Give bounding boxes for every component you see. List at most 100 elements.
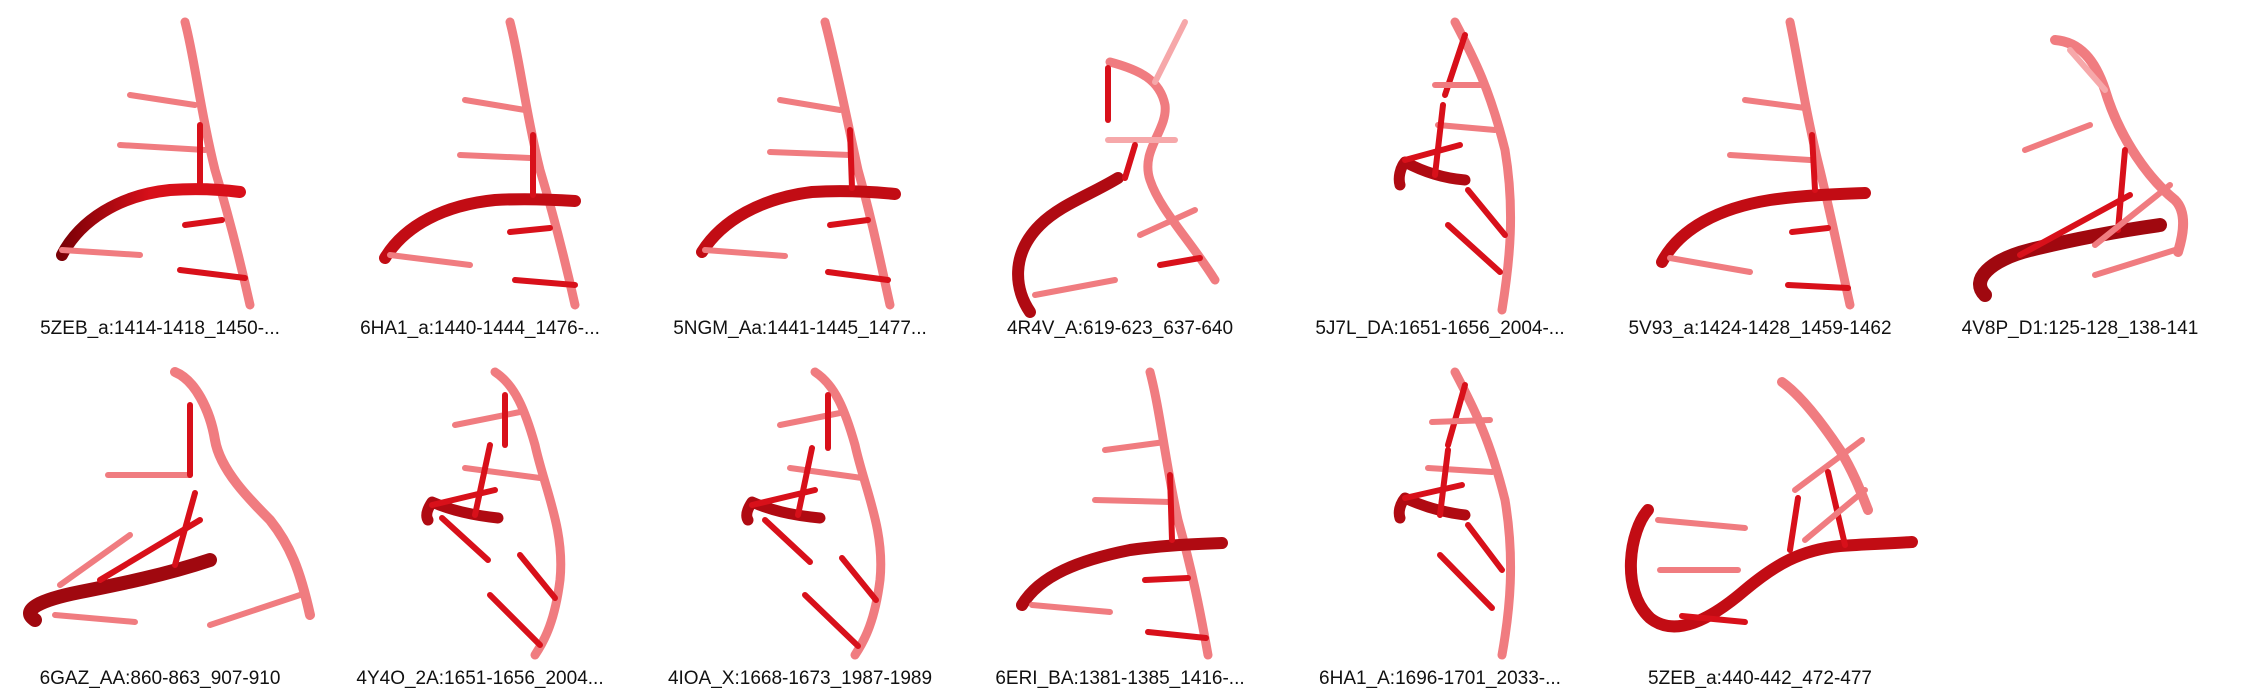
- backbone-strand-light: [820, 17, 895, 310]
- base-pair-stick: [1437, 552, 1495, 611]
- base-pair-stick: [1152, 19, 1188, 85]
- base-pair-stick: [487, 592, 543, 648]
- structure-caption: 5ZEB_a:440-442_472-477: [1648, 668, 1872, 689]
- rna-structure-image: [1393, 17, 1516, 315]
- base-pair-stick: [777, 409, 848, 428]
- base-pair-stick: [1785, 282, 1851, 291]
- base-pair-stick: [762, 517, 813, 565]
- base-pair-stick: [1789, 225, 1831, 235]
- backbone-strand-dark: [1656, 187, 1871, 268]
- backbone-strand-dark: [1016, 537, 1228, 611]
- base-pair-stick: [439, 515, 491, 563]
- rna-structure-image: [421, 367, 566, 660]
- structure-caption: 4IOA_X:1668-1673_1987-1989: [667, 668, 933, 689]
- base-pair-stick: [507, 225, 553, 235]
- base-pair-stick: [1679, 613, 1748, 625]
- base-pair-stick: [207, 592, 303, 628]
- base-pair-stick: [127, 92, 198, 108]
- structure-caption: 6GAZ_AA:860-863_907-910: [39, 668, 281, 689]
- rna-structure-image: [1012, 19, 1220, 318]
- base-pair-stick: [1445, 222, 1503, 275]
- backbone-strand-light: [2050, 35, 2189, 257]
- structure-panel: 6ERI_BA:1381-1385_1416-...: [960, 350, 1280, 700]
- base-pair-stick: [2067, 47, 2108, 93]
- base-pair-stick: [1667, 255, 1753, 275]
- base-pair-stick: [452, 409, 523, 428]
- base-pair-stick: [827, 217, 871, 228]
- base-pair-stick: [1402, 482, 1465, 501]
- base-pair-stick: [1825, 469, 1848, 548]
- base-pair-stick: [1465, 187, 1508, 238]
- structure-panel: 5ZEB_a:440-442_472-477: [1600, 350, 1920, 700]
- base-pair-stick: [2092, 182, 2173, 248]
- base-pair-stick: [57, 532, 133, 588]
- base-pair-stick: [462, 97, 528, 113]
- backbone-strand-dark: [696, 185, 901, 258]
- base-pair-stick: [1167, 472, 1175, 543]
- base-pair-stick: [1142, 575, 1191, 583]
- base-pair-stick: [1092, 497, 1173, 505]
- base-pair-stick: [1029, 602, 1113, 615]
- backbone-strand-light: [505, 17, 580, 310]
- backbone-strand-light: [180, 17, 255, 310]
- base-pair-stick: [2115, 147, 2128, 233]
- base-pair-stick: [52, 612, 138, 625]
- structure-caption: 6ERI_BA:1381-1385_1416-...: [995, 668, 1245, 689]
- base-pair-stick: [512, 277, 578, 288]
- structure-panel: 6HA1_A:1696-1701_2033-...: [1280, 350, 1600, 700]
- rna-structure-image: [1393, 367, 1516, 660]
- base-pair-stick: [462, 465, 543, 481]
- structure-caption: 5V93_a:1424-1428_1459-1462: [1628, 318, 1892, 339]
- rna-structure-image: [379, 17, 581, 310]
- base-pair-stick: [1727, 152, 1813, 163]
- structure-panel: 5J7L_DA:1651-1656_2004-...: [1280, 0, 1600, 350]
- base-pair-stick: [777, 97, 843, 113]
- structure-caption: 5J7L_DA:1651-1656_2004-...: [1315, 318, 1565, 339]
- backbone-strand-light: [1105, 57, 1220, 285]
- base-pair-stick: [1465, 522, 1505, 573]
- backbone-strand-light: [1145, 367, 1213, 660]
- base-pair-stick: [177, 267, 248, 281]
- backbone-strand-light: [490, 367, 566, 660]
- structure-panel: 4IOA_X:1668-1673_1987-1989: [640, 350, 960, 700]
- base-pair-stick: [802, 592, 861, 649]
- structure-panel: 6HA1_a:1440-1444_1476-...: [320, 0, 640, 350]
- backbone-strand-light: [1450, 367, 1516, 660]
- base-pair-stick: [1157, 255, 1203, 268]
- base-pair-stick: [517, 552, 558, 601]
- backbone-strand-light: [170, 367, 315, 620]
- structure-panel: 5NGM_Aa:1441-1445_1477...: [640, 0, 960, 350]
- base-pair-stick: [1432, 102, 1446, 178]
- rna-structure-image: [56, 17, 255, 310]
- structure-panel: 6GAZ_AA:860-863_907-910: [0, 350, 320, 700]
- structure-caption: 6HA1_a:1440-1444_1476-...: [360, 318, 600, 339]
- backbone-strand-dark: [1393, 156, 1471, 191]
- structure-caption: 6HA1_A:1696-1701_2033-...: [1319, 668, 1561, 689]
- backbone-strand-dark: [1012, 172, 1124, 318]
- structure-caption: 4V8P_D1:125-128_138-141: [1961, 318, 2199, 339]
- base-pair-stick: [702, 247, 788, 259]
- base-pair-stick: [1145, 629, 1209, 641]
- base-pair-stick: [839, 555, 879, 603]
- rna-structure-image: [1016, 367, 1228, 660]
- structure-caption: 5ZEB_a:1414-1418_1450-...: [40, 318, 280, 339]
- base-pair-stick: [1425, 465, 1495, 475]
- base-pair-stick: [749, 487, 818, 508]
- base-pair-stick: [1435, 122, 1498, 133]
- base-pair-stick: [387, 252, 473, 268]
- base-pair-stick: [1787, 495, 1801, 553]
- structure-panel: 5ZEB_a:1414-1418_1450-...: [0, 0, 320, 350]
- backbone-strand-light: [1450, 17, 1516, 315]
- rna-structure-image: [696, 17, 901, 310]
- structure-panel: 5V93_a:1424-1428_1459-1462: [1600, 0, 1920, 350]
- base-pair-stick: [1802, 487, 1868, 543]
- base-pair-stick: [1437, 447, 1451, 518]
- base-pair-stick: [767, 149, 853, 158]
- backbone-strand-dark: [1625, 504, 1918, 633]
- base-pair-stick: [1402, 142, 1463, 163]
- rna-structure-image: [1625, 377, 1918, 633]
- base-pair-stick: [182, 217, 225, 228]
- base-pair-stick: [1102, 439, 1168, 453]
- base-pair-stick: [97, 517, 203, 583]
